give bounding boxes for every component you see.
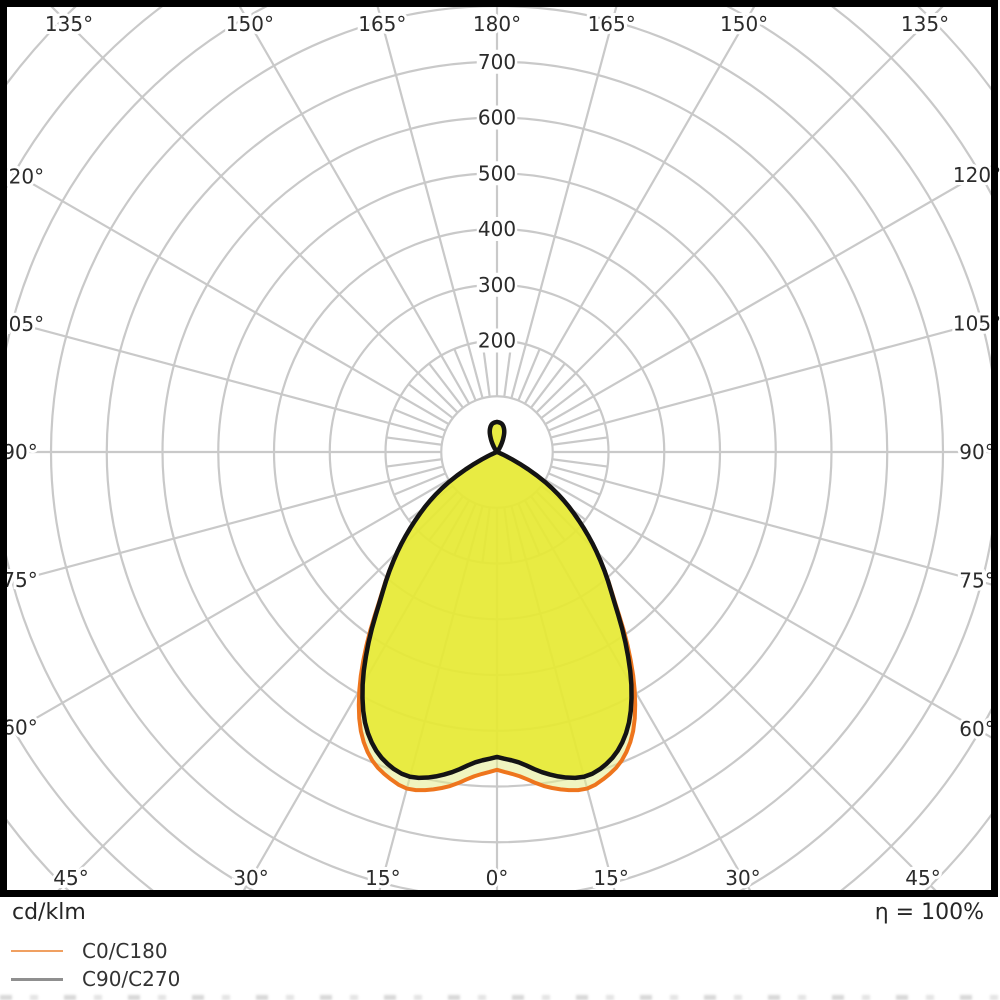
radial-label-bg xyxy=(476,217,518,241)
radial-tick-label: 600 xyxy=(478,106,516,130)
grid-fine-spoke xyxy=(428,362,464,409)
radial-label-bg xyxy=(476,328,518,353)
grid-spoke xyxy=(550,465,991,586)
grid-spoke xyxy=(7,167,450,426)
grid-spoke xyxy=(550,318,991,439)
legend-row-c90-c270: C90/C270 xyxy=(11,965,180,993)
angle-tick-label: 0° xyxy=(486,866,509,890)
grid-spoke xyxy=(544,478,991,739)
radial-tick-label: 200 xyxy=(478,329,516,353)
angle-tick-label: 15° xyxy=(593,866,628,890)
grid-spoke xyxy=(7,465,444,585)
angle-tick-label: 30° xyxy=(725,866,760,890)
legend-line-c0-c180-icon xyxy=(11,950,63,952)
grid-fine-spoke xyxy=(548,472,601,496)
grid-spoke xyxy=(535,7,944,414)
radial-tick-label: 400 xyxy=(478,217,516,241)
angle-tick-label: 45° xyxy=(53,866,88,890)
angle-tick-label: 90° xyxy=(959,440,994,464)
grid-fine-spoke xyxy=(548,408,601,432)
radial-label-bg xyxy=(476,49,518,74)
grid-fine-spoke xyxy=(552,436,608,446)
grid-spoke xyxy=(535,490,937,890)
grid-fine-spoke xyxy=(386,458,442,468)
series-fill-c90-c270 xyxy=(362,421,632,778)
angle-tick-label: 180° xyxy=(473,12,521,36)
grid-spoke xyxy=(523,7,756,405)
grid-fine-spoke xyxy=(517,348,541,401)
chart-frame xyxy=(0,0,998,897)
grid-fine-spoke xyxy=(386,436,442,446)
angle-tick-label: 105° xyxy=(0,312,44,336)
curve-fills xyxy=(358,421,636,791)
cutoff-row-artifact xyxy=(0,995,1000,1000)
angle-tick-label: 120° xyxy=(0,165,44,189)
radial-label-bg xyxy=(476,161,518,186)
grid-fine-spoke xyxy=(453,348,477,401)
grid-spoke xyxy=(376,7,484,399)
legend: C0/C180 C90/C270 xyxy=(11,937,180,993)
grid-spoke xyxy=(238,7,471,405)
radial-label-bg xyxy=(476,105,518,130)
angle-tick-label: 150° xyxy=(226,12,274,36)
angle-tick-label: 150° xyxy=(720,12,768,36)
angle-tick-label: 75° xyxy=(2,568,37,592)
series-curve-c90-c270 xyxy=(360,419,634,781)
legend-label-c90-c270: C90/C270 xyxy=(82,967,181,991)
radial-label-bg xyxy=(476,272,518,297)
grid-fine-spoke xyxy=(393,408,446,432)
curve-strokes xyxy=(356,419,638,793)
angle-tick-label: 165° xyxy=(358,12,406,36)
angle-tick-label: 165° xyxy=(588,12,636,36)
legend-label-c0-c180: C0/C180 xyxy=(82,939,168,963)
grid-fine-spoke xyxy=(393,472,446,496)
radial-tick-label: 300 xyxy=(478,273,516,297)
units-label: cd/klm xyxy=(12,900,86,925)
angle-tick-label: 45° xyxy=(905,866,940,890)
grid-spoke xyxy=(7,478,450,737)
grid-spoke xyxy=(510,7,618,399)
grid-fine-spoke xyxy=(540,383,587,419)
angle-tick-label: 75° xyxy=(959,569,994,593)
grid-spoke xyxy=(544,165,991,426)
grid-spoke xyxy=(57,490,459,890)
grid-spoke xyxy=(7,319,444,439)
radial-tick-label: 500 xyxy=(478,161,516,185)
angle-tick-label: 60° xyxy=(2,715,37,739)
legend-row-c0-c180: C0/C180 xyxy=(11,937,180,965)
angle-tick-label: 15° xyxy=(365,866,400,890)
grid-fine-spoke xyxy=(552,458,608,468)
radial-tick-label: 700 xyxy=(478,50,516,74)
efficiency-label: η = 100% xyxy=(874,900,984,925)
angle-tick-label: 135° xyxy=(901,12,949,36)
grid-fine-spoke xyxy=(530,362,566,409)
angle-tick-label: 90° xyxy=(2,440,37,464)
grid-fine-spoke xyxy=(407,383,454,419)
angle-tick-label: 30° xyxy=(233,866,268,890)
grid-spoke xyxy=(50,7,459,414)
radial-tick-labels: 200 300 400 500 600 700 xyxy=(476,49,518,353)
angle-tick-label: 60° xyxy=(959,717,994,741)
legend-line-c90-c270-icon xyxy=(11,977,63,981)
angle-tick-label: 135° xyxy=(45,12,93,36)
